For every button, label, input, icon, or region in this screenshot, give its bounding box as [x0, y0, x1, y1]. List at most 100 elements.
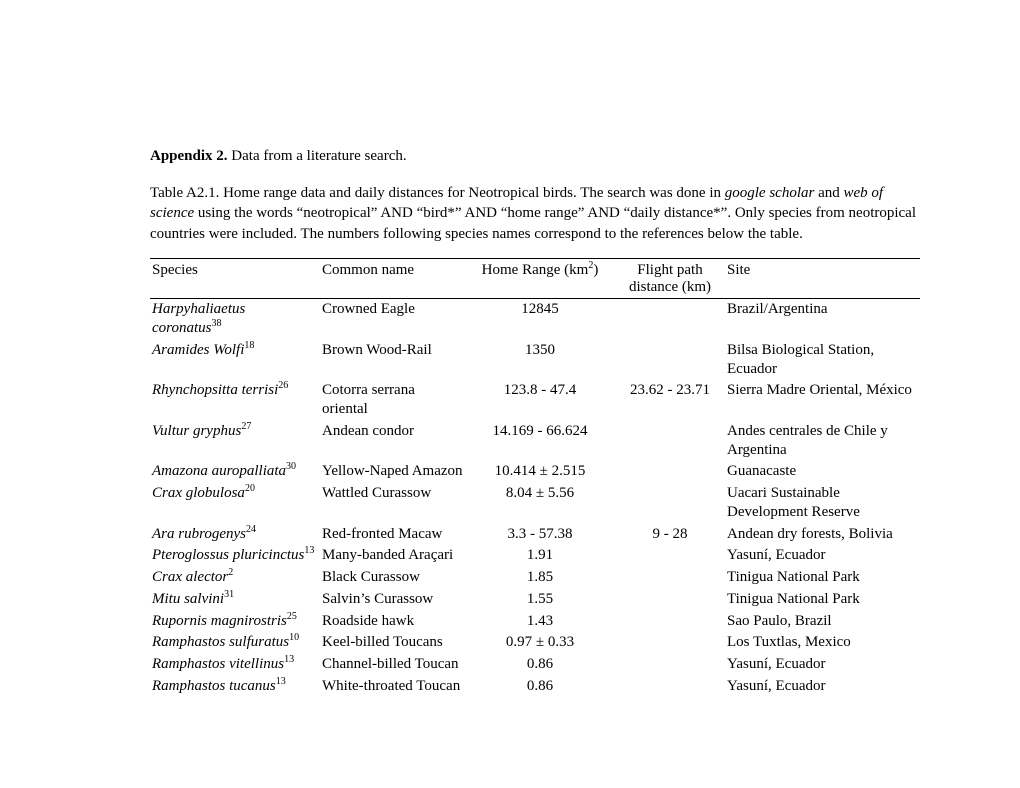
cell-species: Crax alector2	[150, 567, 320, 589]
cell-home-range: 1.43	[465, 610, 615, 632]
cell-species: Ramphastos sulfuratus10	[150, 632, 320, 654]
appendix-heading: Appendix 2. Data from a literature searc…	[150, 148, 920, 165]
table-row: Ramphastos tucanus13White-throated Touca…	[150, 675, 920, 697]
cell-common-name: Salvin’s Curassow	[320, 588, 465, 610]
table-row: Ramphastos vitellinus13Channel-billed To…	[150, 654, 920, 676]
table-row: Vultur gryphus27Andean condor14.169 - 66…	[150, 420, 920, 461]
data-table: Species Common name Home Range (km2) Fli…	[150, 258, 920, 697]
cell-home-range: 1350	[465, 339, 615, 380]
cell-species: Vultur gryphus27	[150, 420, 320, 461]
appendix-label: Appendix 2.	[150, 148, 228, 164]
cell-home-range: 0.86	[465, 675, 615, 697]
species-name: Ramphastos sulfuratus	[152, 634, 289, 650]
cell-flight-path	[615, 632, 725, 654]
table-header-row: Species Common name Home Range (km2) Fli…	[150, 258, 920, 298]
species-name: Aramides Wolfi	[152, 342, 244, 358]
cell-flight-path	[615, 483, 725, 524]
species-name: Crax globulosa	[152, 485, 245, 501]
cell-site: Yasuní, Ecuador	[725, 654, 920, 676]
cell-species: Ara rubrogenys24	[150, 523, 320, 545]
cell-flight-path	[615, 588, 725, 610]
table-row: Rupornis magnirostris25Roadside hawk1.43…	[150, 610, 920, 632]
cell-common-name: Channel-billed Toucan	[320, 654, 465, 676]
cell-common-name: Andean condor	[320, 420, 465, 461]
cell-home-range: 1.85	[465, 567, 615, 589]
table-caption: Table A2.1. Home range data and daily di…	[150, 183, 920, 244]
caption-source-1: google scholar	[725, 185, 815, 201]
reference-number: 2	[228, 567, 233, 578]
cell-common-name: Many-banded Araçari	[320, 545, 465, 567]
cell-site: Guanacaste	[725, 461, 920, 483]
table-row: Crax globulosa20Wattled Curassow8.04 ± 5…	[150, 483, 920, 524]
cell-common-name: Roadside hawk	[320, 610, 465, 632]
cell-site: Brazil/Argentina	[725, 298, 920, 339]
table-row: Rhynchopsitta terrisi26Cotorra serrana o…	[150, 380, 920, 421]
cell-species: Rupornis magnirostris25	[150, 610, 320, 632]
reference-number: 13	[276, 676, 286, 687]
species-name: Pteroglossus pluricinctus	[152, 547, 304, 563]
table-body: Harpyhaliaetus coronatus38Crowned Eagle1…	[150, 298, 920, 697]
cell-species: Ramphastos vitellinus13	[150, 654, 320, 676]
reference-number: 38	[211, 318, 221, 329]
species-name: Vultur gryphus	[152, 423, 241, 439]
cell-flight-path	[615, 420, 725, 461]
reference-number: 18	[244, 340, 254, 351]
cell-site: Uacari Sustainable Development Reserve	[725, 483, 920, 524]
cell-site: Andes centrales de Chile y Argentina	[725, 420, 920, 461]
species-name: Ara rubrogenys	[152, 526, 246, 542]
cell-species: Harpyhaliaetus coronatus38	[150, 298, 320, 339]
cell-site: Sierra Madre Oriental, México	[725, 380, 920, 421]
species-name: Rupornis magnirostris	[152, 613, 287, 629]
cell-species: Ramphastos tucanus13	[150, 675, 320, 697]
cell-flight-path: 23.62 - 23.71	[615, 380, 725, 421]
page: Appendix 2. Data from a literature searc…	[0, 0, 1020, 697]
cell-home-range: 1.55	[465, 588, 615, 610]
cell-flight-path	[615, 339, 725, 380]
cell-common-name: Red-fronted Macaw	[320, 523, 465, 545]
table-row: Ara rubrogenys24Red-fronted Macaw3.3 - 5…	[150, 523, 920, 545]
caption-mid: and	[814, 185, 843, 201]
cell-species: Aramides Wolfi18	[150, 339, 320, 380]
species-name: Rhynchopsitta terrisi	[152, 382, 278, 398]
cell-common-name: Yellow-Naped Amazon	[320, 461, 465, 483]
cell-site: Tinigua National Park	[725, 588, 920, 610]
table-row: Ramphastos sulfuratus10Keel-billed Touca…	[150, 632, 920, 654]
reference-number: 25	[287, 611, 297, 622]
cell-home-range: 1.91	[465, 545, 615, 567]
cell-species: Amazona auropalliata30	[150, 461, 320, 483]
table-row: Pteroglossus pluricinctus13Many-banded A…	[150, 545, 920, 567]
cell-flight-path	[615, 567, 725, 589]
cell-home-range: 3.3 - 57.38	[465, 523, 615, 545]
reference-number: 13	[284, 654, 294, 665]
species-name: Crax alector	[152, 569, 228, 585]
species-name: Harpyhaliaetus coronatus	[152, 301, 245, 336]
cell-home-range: 8.04 ± 5.56	[465, 483, 615, 524]
table-row: Mitu salvini31Salvin’s Curassow1.55Tinig…	[150, 588, 920, 610]
reference-number: 31	[224, 589, 234, 600]
cell-flight-path	[615, 545, 725, 567]
table-row: Amazona auropalliata30Yellow-Naped Amazo…	[150, 461, 920, 483]
cell-site: Yasuní, Ecuador	[725, 675, 920, 697]
cell-home-range: 10.414 ± 2.515	[465, 461, 615, 483]
species-name: Ramphastos vitellinus	[152, 656, 284, 672]
header-home-range: Home Range (km2)	[465, 258, 615, 298]
header-common: Common name	[320, 258, 465, 298]
header-species: Species	[150, 258, 320, 298]
cell-common-name: Wattled Curassow	[320, 483, 465, 524]
species-name: Ramphastos tucanus	[152, 678, 276, 694]
cell-home-range: 12845	[465, 298, 615, 339]
header-site: Site	[725, 258, 920, 298]
reference-number: 10	[289, 632, 299, 643]
cell-flight-path	[615, 610, 725, 632]
cell-common-name: Brown Wood-Rail	[320, 339, 465, 380]
reference-number: 13	[304, 545, 314, 556]
cell-flight-path	[615, 675, 725, 697]
cell-common-name: Keel-billed Toucans	[320, 632, 465, 654]
cell-flight-path	[615, 654, 725, 676]
cell-flight-path	[615, 461, 725, 483]
header-flight-path: Flight path distance (km)	[615, 258, 725, 298]
reference-number: 27	[241, 421, 251, 432]
cell-home-range: 14.169 - 66.624	[465, 420, 615, 461]
appendix-text: Data from a literature search.	[228, 148, 407, 164]
cell-species: Pteroglossus pluricinctus13	[150, 545, 320, 567]
